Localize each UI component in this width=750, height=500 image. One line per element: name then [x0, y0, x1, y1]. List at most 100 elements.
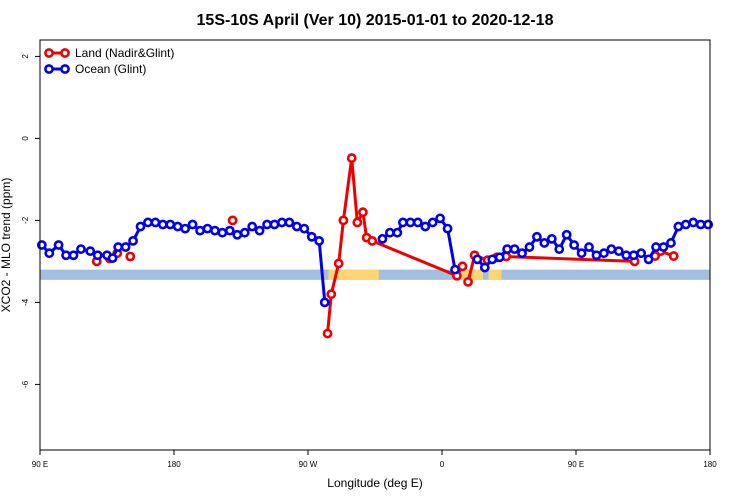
data-point [546, 233, 557, 244]
data-point [532, 231, 542, 242]
data-point [224, 225, 235, 236]
data-point [668, 251, 679, 261]
data-point [494, 252, 505, 263]
plot-background [40, 269, 710, 280]
data-point [326, 289, 337, 300]
series-layer [36, 153, 714, 339]
data-point [352, 217, 363, 228]
data-point [92, 250, 103, 261]
data-point [450, 264, 460, 275]
y-axis: 2 0 -2 -4 -6 [21, 54, 40, 388]
data-point [651, 242, 661, 252]
data-point [613, 246, 624, 257]
data-point [113, 242, 124, 252]
data-point [157, 219, 168, 230]
data-point [367, 235, 378, 246]
data-point [322, 328, 333, 339]
data-point [412, 217, 423, 228]
data-point [277, 217, 287, 228]
data-point [472, 254, 483, 265]
data-point [457, 261, 468, 272]
data-point [688, 217, 699, 228]
x-axis-label: Longitude (deg E) [327, 476, 422, 490]
data-point [165, 219, 176, 230]
data-point [227, 215, 238, 226]
series-line [40, 220, 327, 303]
data-point [561, 229, 572, 240]
data-point [398, 217, 408, 228]
data-point [299, 223, 310, 234]
data-point [269, 219, 280, 230]
data-point [628, 250, 639, 261]
y-tick-label: -4 [21, 298, 30, 306]
y-axis-label: XCO2 - MLO trend (ppm) [0, 178, 13, 313]
data-point [76, 244, 86, 254]
data-point [643, 254, 654, 265]
data-point [405, 217, 416, 228]
data-point [673, 221, 684, 232]
legend-marker [44, 48, 54, 58]
data-point [442, 223, 453, 234]
data-point [36, 240, 47, 250]
legend-marker [60, 48, 70, 58]
series-line [326, 156, 464, 334]
data-point [658, 242, 669, 252]
data-point [392, 227, 403, 238]
data-point [120, 242, 131, 252]
data-point [172, 221, 183, 232]
data-point [232, 229, 243, 240]
data-point [463, 276, 473, 287]
data-point [621, 250, 632, 261]
data-point [202, 223, 213, 234]
data-point [125, 251, 136, 262]
data-point [61, 250, 71, 261]
data-point [53, 240, 64, 250]
data-point [384, 227, 395, 238]
data-point [319, 297, 330, 308]
x-tick-label: 90 E [568, 460, 584, 469]
data-point [435, 213, 446, 224]
data-point [591, 250, 602, 261]
legend-item: Land (Nadir&Glint) [44, 46, 174, 60]
x-tick-label: 180 [167, 460, 181, 469]
data-point [107, 253, 118, 264]
data-point [338, 215, 349, 226]
y-tick-label: 0 [21, 136, 30, 141]
data-point [333, 258, 344, 269]
data-point [576, 248, 587, 259]
data-point [695, 219, 706, 230]
series-ocean-glint [36, 213, 714, 308]
data-point [254, 225, 265, 236]
data-point [262, 219, 272, 230]
legend-label: Land (Nadir&Glint) [75, 46, 174, 60]
data-point [358, 207, 368, 218]
data-point [346, 153, 357, 163]
data-point [68, 250, 79, 261]
y-tick-label: 2 [21, 54, 30, 59]
chart-title: 15S-10S April (Ver 10) 2015-01-01 to 202… [197, 12, 554, 29]
data-point [680, 219, 691, 230]
land-band [453, 269, 483, 280]
x-tick-label: 0 [440, 460, 445, 469]
data-point [291, 221, 302, 232]
y-tick-label: -6 [21, 380, 30, 388]
data-point [539, 238, 550, 248]
legend: Land (Nadir&Glint) Ocean (Glint) [44, 46, 174, 76]
data-point [569, 240, 580, 250]
x-axis: 90 E 180 90 W 0 90 E 180 [32, 450, 717, 469]
data-point [636, 248, 647, 259]
legend-marker [60, 64, 70, 74]
y-tick-label: -2 [21, 216, 30, 224]
data-point [427, 217, 438, 228]
data-point [284, 217, 295, 228]
data-point [524, 242, 535, 252]
data-point [210, 225, 220, 236]
data-point [703, 219, 714, 230]
data-point [135, 221, 146, 232]
data-point [180, 223, 191, 234]
data-point [187, 219, 198, 230]
data-point [314, 235, 325, 246]
data-point [584, 242, 594, 252]
data-point [306, 231, 317, 242]
data-point [420, 221, 431, 232]
